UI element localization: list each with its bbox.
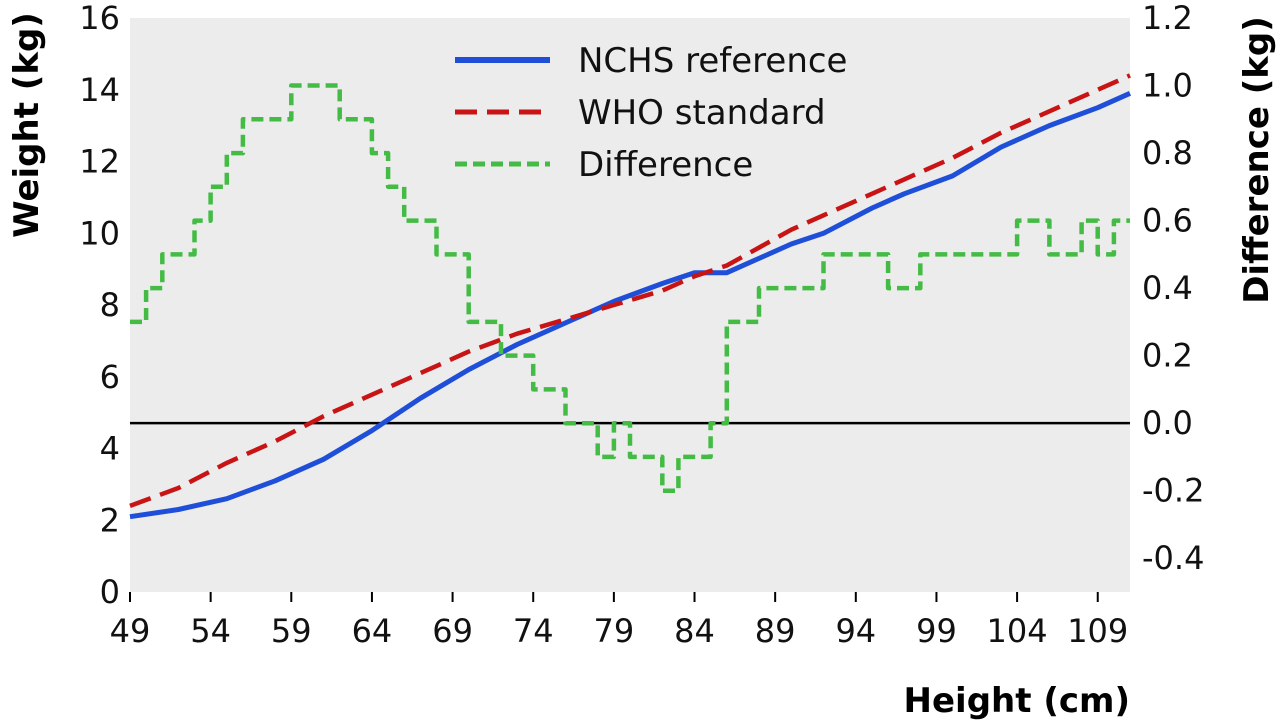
- y2-tick-label: 0.4: [1142, 269, 1193, 307]
- y-tick-label: 0: [100, 573, 120, 611]
- legend-label-0: NCHS reference: [578, 41, 847, 81]
- y2-tick-label: 0.0: [1142, 404, 1193, 442]
- series-line-2: [130, 83, 1130, 493]
- y-tick-label: 2: [100, 501, 120, 539]
- y-axis-title: Weight (kg): [7, 12, 47, 238]
- x-tick-label: 79: [594, 612, 635, 650]
- x-tick-label: 69: [432, 612, 473, 650]
- x-tick-label: 59: [271, 612, 312, 650]
- y2-tick-label: 0.6: [1142, 202, 1193, 240]
- y2-axis-title: Difference (kg): [1237, 16, 1277, 304]
- left-axis-ticks: 0 2 4 6 8 10 12 14 16: [79, 0, 120, 611]
- y-tick-label: 10: [79, 214, 120, 252]
- x-tick-label: 109: [1067, 612, 1128, 650]
- x-tick-label: 49: [110, 612, 151, 650]
- x-tick-label: 99: [916, 612, 957, 650]
- x-tick-label: 54: [190, 612, 231, 650]
- y2-tick-label: 1.2: [1142, 0, 1193, 37]
- x-tick-label: 89: [755, 612, 796, 650]
- x-tick-label: 74: [513, 612, 554, 650]
- y2-tick-label: -0.4: [1142, 539, 1204, 577]
- x-axis-ticks: 49 54 59 64 69 74 79 84 89 94 99 104 109: [110, 592, 1128, 650]
- x-axis-title: Height (cm): [904, 681, 1130, 721]
- y2-tick-label: 0.8: [1142, 134, 1193, 172]
- y-tick-label: 16: [79, 0, 120, 37]
- y2-tick-label: 1.0: [1142, 67, 1193, 105]
- y2-tick-label: 0.2: [1142, 337, 1193, 375]
- y-tick-label: 4: [100, 430, 120, 468]
- legend-label-2: Difference: [578, 145, 753, 185]
- legend: NCHS reference WHO standard Difference: [455, 41, 847, 185]
- series-line-1: [129, 73, 1131, 509]
- right-axis-ticks: -0.4 -0.2 0.0 0.2 0.4 0.6 0.8 1.0 1.2: [1142, 0, 1204, 577]
- y-tick-label: 6: [100, 358, 120, 396]
- plot-area: [130, 18, 1130, 592]
- x-tick-label: 94: [835, 612, 876, 650]
- x-tick-label: 104: [987, 612, 1048, 650]
- x-tick-label: 64: [352, 612, 393, 650]
- x-tick-label: 84: [674, 612, 715, 650]
- y-tick-label: 12: [79, 143, 120, 181]
- y-tick-label: 8: [100, 286, 120, 324]
- y2-tick-label: -0.2: [1142, 472, 1204, 510]
- series-line-0: [129, 91, 1132, 520]
- legend-label-1: WHO standard: [578, 93, 826, 133]
- y-tick-label: 14: [79, 71, 120, 109]
